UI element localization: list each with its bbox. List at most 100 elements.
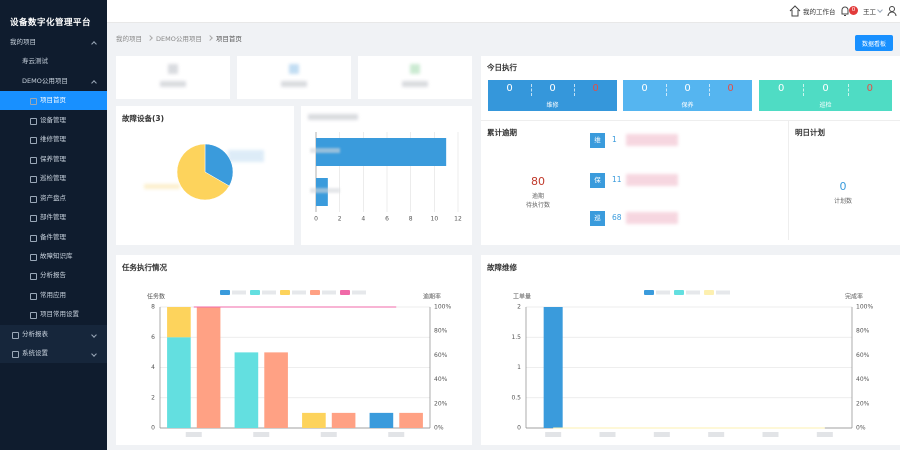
y-tick-label: 2 [517,304,521,311]
menu-label: 我的项目 [10,38,36,46]
menu-icon [30,156,37,164]
menu-label: 常用应用 [40,290,66,299]
user-name[interactable]: 王工 [863,8,876,16]
today-label: 保养 [681,102,694,109]
blurred-legend-text [262,290,276,295]
pie-slice [176,143,230,201]
y-tick-label: 80% [856,328,870,335]
bar [196,307,221,428]
menu-label: 资产盘点 [40,193,66,202]
y-tick-label: 100% [856,304,873,311]
menu-item[interactable]: 保养管理 [0,150,107,169]
today-value: 0 [506,83,513,94]
blurred-label [310,148,340,153]
blurred-legend-text [292,290,306,295]
plan-caption: 计划数 [833,198,852,205]
overdue-value: 68 [612,213,622,222]
y2-axis-label: 逾期率 [423,293,441,301]
bar [167,307,191,338]
bar [264,352,288,428]
menu-item[interactable]: 寿云测试 [0,52,107,71]
x-tick-label: 0 [314,216,318,223]
menu-label: 项目首页 [40,96,66,105]
menu-item[interactable]: 系统设置 [0,344,107,364]
bar [331,412,356,428]
menu-label: 分析报表 [22,329,48,338]
y-tick-label: 20% [856,400,870,407]
breadcrumb: 我的项目 DEMO公用项目 项目首页 [116,33,246,43]
blurred-legend-text [352,290,366,295]
menu-label: 分析报告 [40,271,66,280]
bell-icon[interactable] [840,5,850,17]
menu-icon [30,117,37,125]
menu-item[interactable]: 巡检管理 [0,169,107,188]
fault-device-card: 故障设备(3) [116,106,294,245]
menu-item[interactable]: 分析报告 [0,266,107,285]
blurred-label [545,432,562,437]
menu-label: DEMO公用项目 [22,76,68,85]
blurred-label [653,432,670,437]
blurred-label [816,432,833,437]
y-tick-label: 0 [517,425,521,432]
menu-icon [30,195,37,203]
bar [369,412,394,428]
dashboard-button[interactable]: 数据看板 [855,35,893,51]
bar [302,412,326,428]
y-tick-label: 8 [151,304,155,311]
menu-label: 系统设置 [22,349,48,358]
menu-item[interactable]: 常用应用 [0,286,107,305]
plan-value: 0 [839,180,847,193]
menu-item[interactable]: 备件管理 [0,228,107,247]
menu-item[interactable]: 项目常用设置 [0,305,107,324]
menu-item[interactable]: 部件管理 [0,208,107,227]
card-title: 故障设备(3) [122,114,165,123]
device-bar-card [301,106,472,245]
bar [167,337,191,428]
notice-badge: 0 [849,6,858,15]
topbar: 我的工作台 0 王工 [107,0,900,23]
crumb-item[interactable]: DEMO公用项目 [156,35,202,43]
overdue-tag: 维 [590,133,605,148]
workspace-link[interactable]: 我的工作台 [803,8,836,16]
stat-card [237,56,351,99]
menu-icon [12,331,19,339]
crumb-item[interactable]: 我的项目 [116,35,142,43]
legend-swatch [674,290,684,295]
bar [543,307,563,428]
divider [803,84,805,96]
menu-item[interactable]: 我的项目 [0,33,107,52]
menu-item[interactable]: 分析报表 [0,324,107,344]
x-tick-label: 10 [431,216,439,223]
overdue-value: 1 [612,135,617,144]
y2-axis-label: 完成率 [845,293,863,301]
menu-item[interactable]: 资产盘点 [0,189,107,208]
y-tick-label: 60% [434,352,448,359]
menu-icon [30,253,37,261]
menu-item[interactable]: 项目首页 [0,91,107,111]
overdue-total: 80 [531,175,545,188]
blurred-text [626,134,678,146]
home-icon[interactable] [789,5,801,17]
x-tick-label: 6 [385,216,389,223]
menu-item[interactable]: 设备管理 [0,111,107,130]
menu-item[interactable]: DEMO公用项目 [0,72,107,91]
y-tick-label: 1.5 [511,334,521,341]
user-icon[interactable] [887,5,897,17]
x-tick-label: 4 [361,216,365,223]
legend-swatch [704,290,714,295]
menu-item[interactable]: 维修管理 [0,130,107,149]
legend-swatch [280,290,290,295]
today-label: 维修 [546,102,559,109]
menu-icon [30,273,37,281]
x-tick-label: 2 [338,216,342,223]
crumb-item: 项目首页 [215,35,242,43]
bar [234,352,259,428]
blurred-label [320,432,337,437]
menu-item[interactable]: 故障知识库 [0,247,107,266]
today-label: 巡检 [819,102,832,109]
today-value: 0 [549,83,556,94]
y-tick-label: 100% [434,304,451,311]
card-title: 故障维修 [487,263,517,272]
menu-icon [30,292,37,300]
